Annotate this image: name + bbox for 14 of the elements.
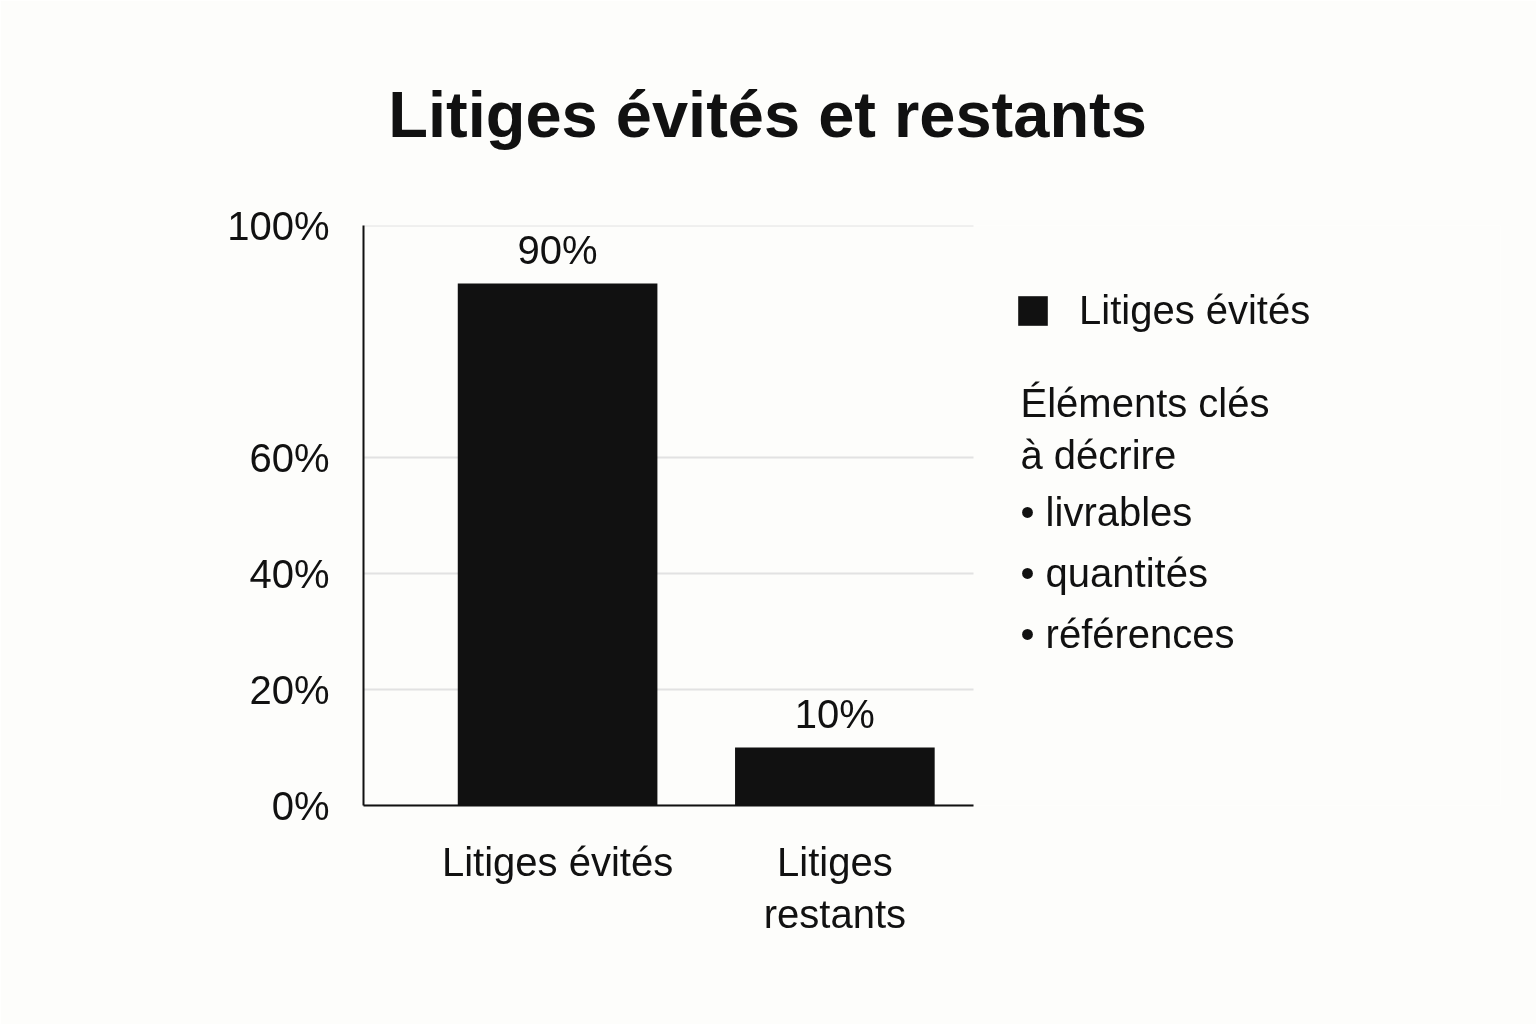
y-tick-label: 40% <box>249 551 330 596</box>
y-tick-label: 100% <box>227 203 330 248</box>
text: • livrables <box>1020 489 1193 534</box>
text: Éléments clés à décrire <box>1020 380 1270 478</box>
data-label: 90% <box>517 227 598 272</box>
y-tick-label: 60% <box>249 435 330 480</box>
text: • références <box>1020 611 1235 656</box>
y-tick-label: 0% <box>271 783 330 828</box>
text: • quantités <box>1020 550 1208 595</box>
chart-title: Litiges évités et restants <box>388 77 1147 151</box>
y-tick-label: 20% <box>249 667 330 712</box>
x-tick-label: Litiges restants <box>763 839 907 937</box>
data-label: 10% <box>794 691 875 736</box>
legend-label: Litiges évités <box>1079 288 1311 333</box>
